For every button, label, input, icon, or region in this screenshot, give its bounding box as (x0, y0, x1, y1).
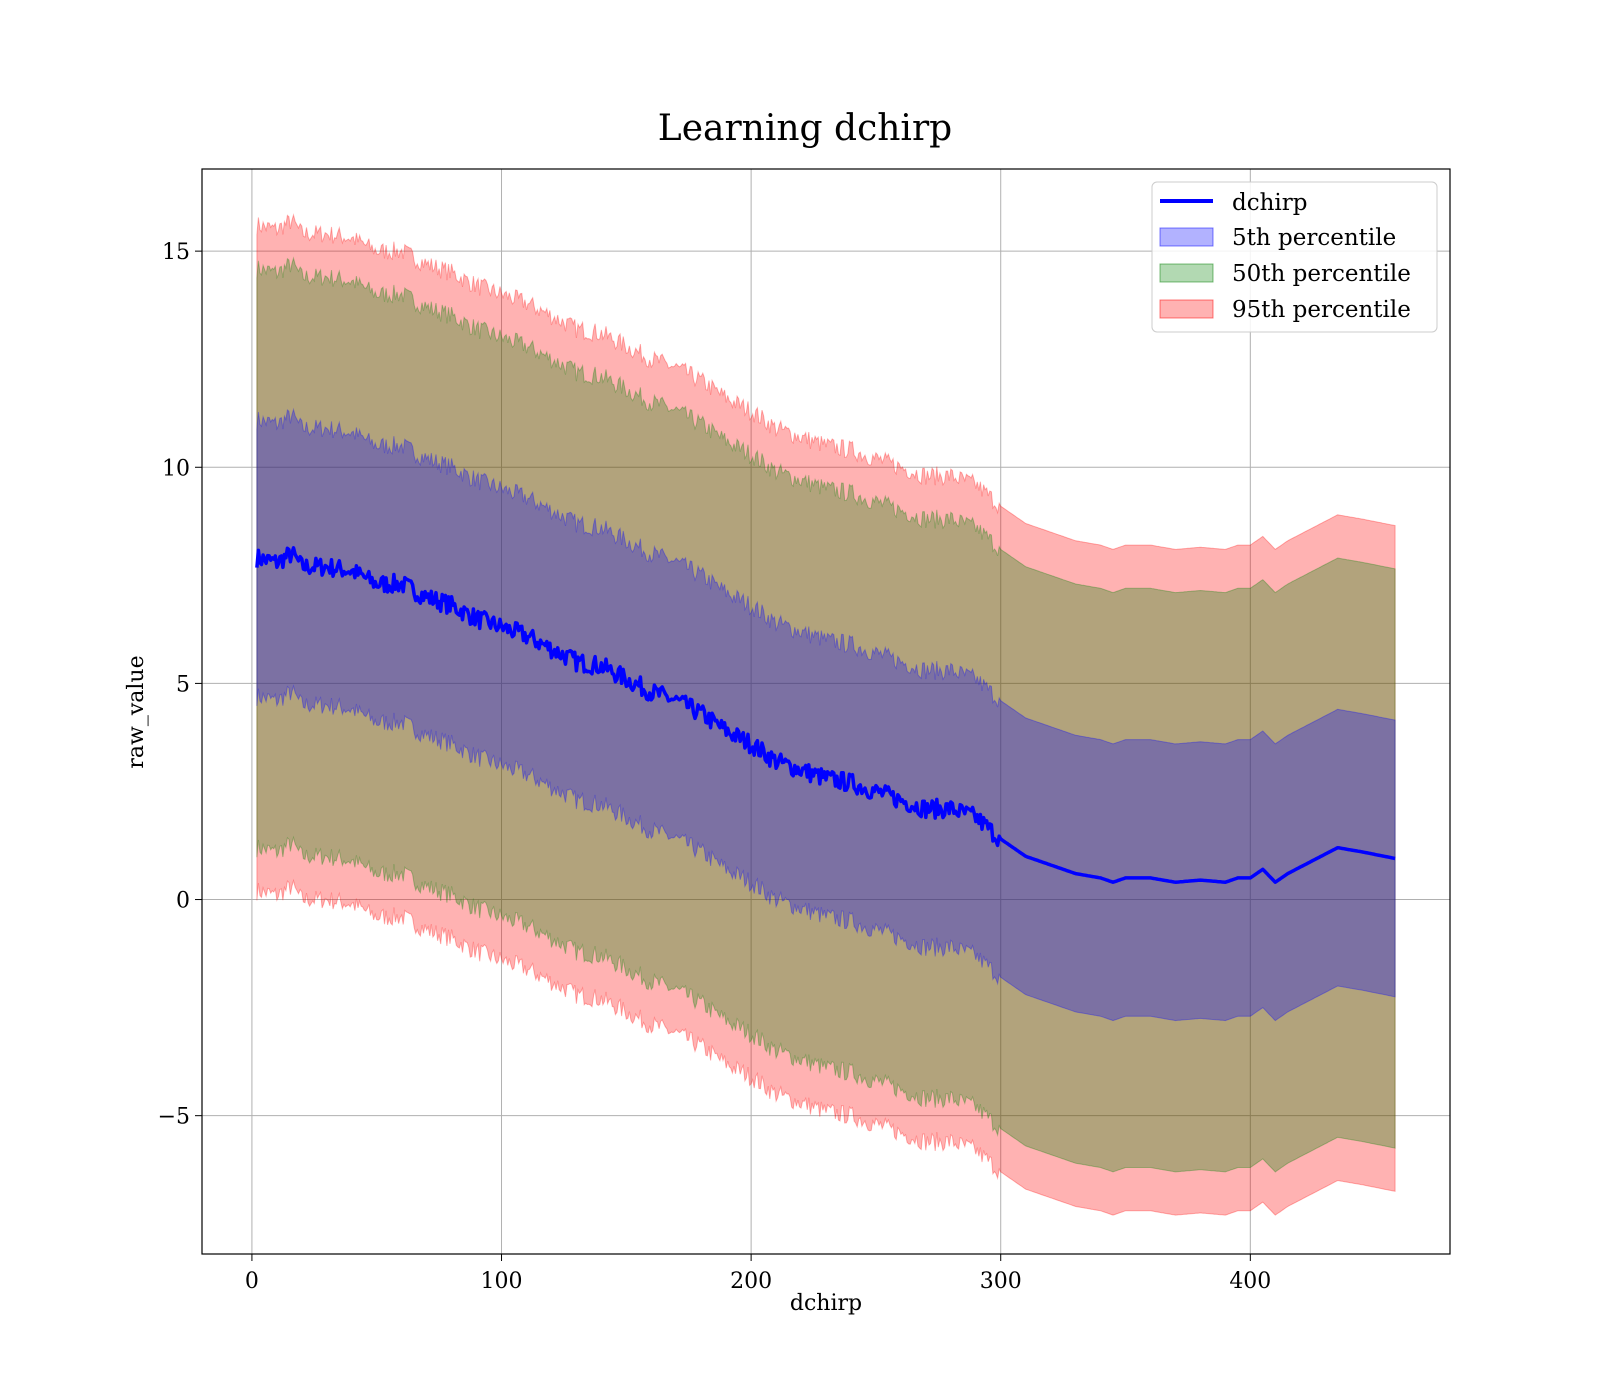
legend-swatch-5th (1159, 227, 1214, 247)
x-tick-label: 100 (481, 1269, 523, 1294)
y-ticks: −5 0 5 10 15 (158, 240, 202, 1130)
legend-label-dchirp: dchirp (1232, 190, 1308, 216)
legend-label-95th: 95th percentile (1232, 297, 1411, 323)
y-tick-label: 10 (162, 456, 190, 481)
x-axis-label: dchirp (790, 1291, 862, 1316)
x-tick-label: 200 (730, 1269, 772, 1294)
x-tick-label: 400 (1229, 1269, 1271, 1294)
legend-label-50th: 50th percentile (1232, 261, 1411, 287)
chart-title: Learning dchirp (658, 108, 952, 149)
band-50th-percentile (256, 256, 1396, 1173)
legend-label-5th: 5th percentile (1232, 225, 1396, 251)
y-axis-label: raw_value (124, 655, 149, 768)
legend-swatch-50th (1159, 263, 1214, 283)
dchirp-line-layer (255, 546, 1396, 884)
y-tick-label: 5 (176, 672, 190, 697)
y-tick-label: 0 (176, 889, 190, 914)
y-tick-label: 15 (162, 240, 190, 265)
band-95th-percentile (256, 213, 1396, 1216)
y-tick-label: −5 (158, 1105, 190, 1130)
x-tick-label: 300 (980, 1269, 1022, 1294)
legend-box (1151, 181, 1438, 333)
percentile-bands (256, 213, 1396, 1216)
legend-swatch-95th (1159, 299, 1214, 319)
axes-frame (201, 168, 1451, 1255)
x-tick-label: 0 (245, 1269, 259, 1294)
legend: dchirp 5th percentile 50th percentile 95… (1151, 181, 1438, 333)
band-5th-percentile (256, 407, 1396, 1022)
x-ticks: 0 100 200 300 400 (245, 1254, 1271, 1294)
dchirp-series-line (255, 546, 1396, 884)
